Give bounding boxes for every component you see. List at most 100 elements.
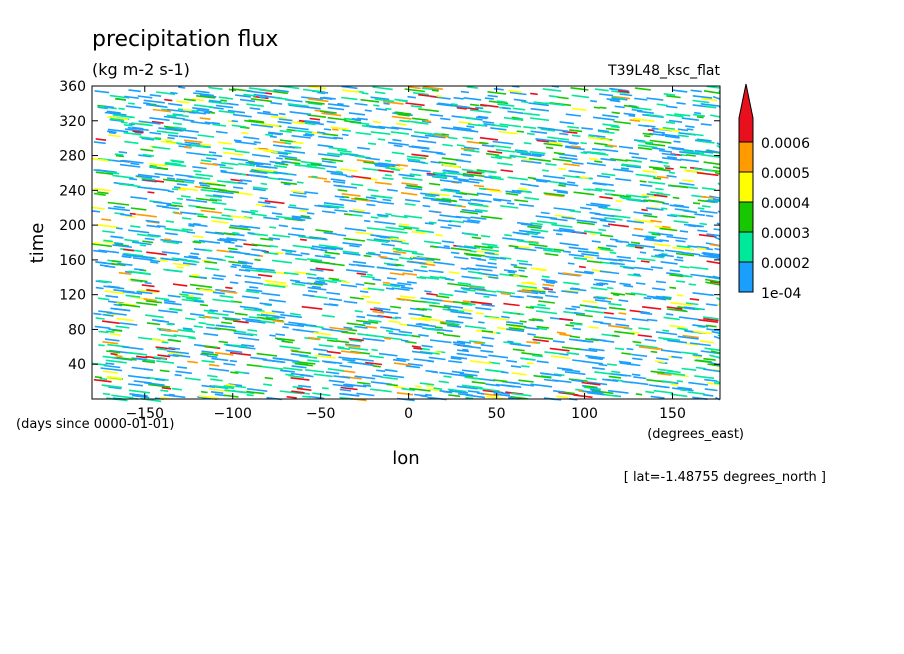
precip-cell bbox=[667, 339, 687, 344]
precip-cell bbox=[161, 341, 169, 344]
precip-cell bbox=[467, 390, 480, 394]
precip-cell bbox=[694, 149, 708, 153]
precip-cell bbox=[713, 236, 721, 241]
precip-cell bbox=[627, 273, 642, 277]
precip-cell bbox=[454, 290, 468, 294]
precip-cell bbox=[493, 198, 512, 202]
precip-cell bbox=[338, 356, 355, 360]
precip-cell bbox=[142, 360, 156, 364]
precip-cell bbox=[346, 269, 368, 274]
precip-cell bbox=[505, 323, 527, 328]
precip-cell bbox=[193, 92, 214, 97]
precip-cell bbox=[586, 260, 603, 264]
precip-cell bbox=[683, 150, 705, 155]
precip-cell bbox=[601, 148, 619, 153]
precip-cell bbox=[263, 165, 278, 169]
precip-cell bbox=[268, 299, 286, 303]
precip-cell bbox=[685, 342, 699, 346]
precip-cell bbox=[172, 188, 179, 191]
precip-cell bbox=[181, 295, 202, 300]
precip-cell bbox=[402, 176, 423, 181]
precip-cell bbox=[327, 339, 337, 343]
precip-cell bbox=[702, 205, 711, 208]
precip-cell bbox=[193, 343, 205, 347]
precip-cell bbox=[530, 383, 553, 388]
precip-cell bbox=[483, 176, 493, 179]
precip-cell bbox=[509, 155, 516, 158]
precip-cell bbox=[313, 331, 332, 336]
precip-cell bbox=[108, 134, 121, 138]
precip-cell bbox=[448, 360, 463, 364]
precip-cell bbox=[509, 342, 531, 347]
precip-cell bbox=[563, 163, 580, 167]
precip-cell bbox=[232, 231, 240, 235]
precip-cell bbox=[385, 237, 406, 242]
precip-cell bbox=[486, 350, 494, 353]
precip-cell bbox=[294, 362, 313, 367]
precip-cell bbox=[211, 201, 227, 205]
precip-cell bbox=[176, 366, 188, 369]
precip-cell bbox=[435, 151, 443, 154]
precip-cell bbox=[658, 253, 674, 258]
precip-cell bbox=[273, 96, 289, 101]
precip-cell bbox=[407, 324, 423, 328]
precip-cell bbox=[594, 160, 603, 163]
precip-cell bbox=[198, 182, 208, 185]
precip-cell bbox=[369, 355, 384, 359]
precip-cell bbox=[219, 166, 234, 170]
x-tick-label: −100 bbox=[214, 406, 252, 422]
precip-cell bbox=[425, 328, 440, 332]
precip-cell bbox=[669, 273, 684, 278]
precip-cell bbox=[545, 294, 559, 298]
precip-cell bbox=[561, 346, 582, 351]
precip-cell bbox=[215, 324, 228, 328]
precip-cell bbox=[518, 379, 534, 383]
precip-cell bbox=[310, 260, 330, 264]
precip-cell bbox=[192, 166, 207, 170]
precip-cell bbox=[309, 268, 324, 272]
precip-cell bbox=[92, 362, 108, 366]
precip-cell bbox=[659, 227, 678, 232]
precip-cell bbox=[576, 339, 594, 343]
precip-cell bbox=[273, 171, 288, 175]
precip-cell bbox=[208, 151, 217, 154]
precip-cell bbox=[650, 266, 663, 270]
precip-cell bbox=[117, 262, 133, 266]
precip-cell bbox=[279, 345, 301, 350]
precip-cell bbox=[260, 182, 268, 186]
precip-cell bbox=[356, 159, 375, 163]
precip-cell bbox=[470, 300, 493, 305]
precip-cell bbox=[638, 346, 660, 351]
precip-cell bbox=[599, 282, 609, 285]
precip-cell bbox=[679, 151, 700, 155]
precip-cell bbox=[119, 322, 138, 326]
precip-cell bbox=[692, 99, 710, 104]
precip-cell bbox=[682, 334, 699, 339]
precip-cell bbox=[635, 173, 649, 177]
precip-cell bbox=[364, 109, 372, 112]
precip-cell bbox=[156, 205, 169, 208]
precip-cell bbox=[429, 245, 438, 248]
precip-cell bbox=[468, 178, 482, 182]
run-label: T39L48_ksc_flat bbox=[607, 63, 720, 79]
precip-cell bbox=[92, 206, 105, 210]
precip-cell bbox=[106, 130, 117, 134]
precip-cell bbox=[688, 283, 696, 286]
precip-cell bbox=[230, 371, 239, 374]
precip-cell bbox=[528, 184, 539, 188]
precip-cell bbox=[349, 339, 363, 343]
precip-cell bbox=[456, 352, 474, 357]
precip-cell bbox=[562, 174, 583, 179]
precip-cell bbox=[386, 277, 397, 280]
precip-cell bbox=[349, 244, 360, 248]
precip-cell bbox=[224, 255, 235, 259]
precip-cell bbox=[530, 289, 546, 293]
precip-cell bbox=[436, 103, 454, 107]
precip-cell bbox=[377, 201, 394, 205]
precip-cell bbox=[109, 332, 121, 336]
precip-cell bbox=[527, 176, 536, 180]
precip-cell bbox=[481, 336, 495, 340]
precip-cell bbox=[273, 144, 295, 149]
precip-cell bbox=[485, 395, 505, 400]
precip-cell bbox=[526, 232, 539, 236]
